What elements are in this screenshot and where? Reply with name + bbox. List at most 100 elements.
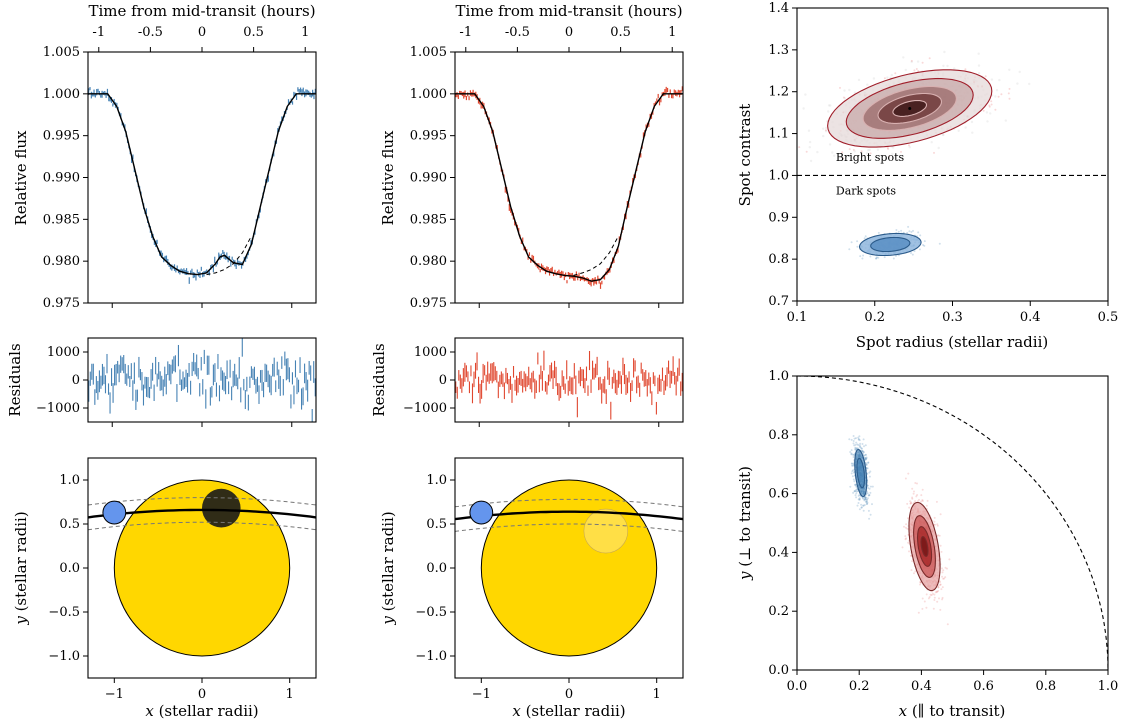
bright-position-sample bbox=[910, 501, 913, 504]
y-tick-label: −1000 bbox=[403, 401, 447, 416]
bright-position-sample bbox=[936, 600, 939, 603]
dark-sample bbox=[863, 237, 866, 240]
bright-peak bbox=[908, 106, 912, 110]
bright-position-sample bbox=[913, 490, 915, 493]
bright-position-sample bbox=[911, 496, 914, 499]
light-curve-right-ylabel: Relative flux bbox=[379, 130, 397, 226]
x-tick-label: 0.2 bbox=[849, 679, 870, 694]
y-tick-label: 0 bbox=[439, 373, 447, 388]
dark-position-sample bbox=[864, 497, 867, 500]
bright-position-sample bbox=[925, 606, 928, 609]
bright-sample-gray bbox=[971, 131, 974, 134]
y-tick-label: 1.0 bbox=[426, 473, 447, 488]
bright-position-sample bbox=[914, 500, 917, 503]
bright-position-sample bbox=[939, 583, 942, 586]
spot-position-xlabel-rest: (∥ to transit) bbox=[907, 702, 1005, 720]
spot-position-ylabel-rest: (⊥ to transit) bbox=[736, 466, 754, 572]
dark-position-sample bbox=[863, 456, 866, 459]
dark-sample bbox=[892, 257, 895, 260]
y-tick-label: 1.005 bbox=[410, 45, 447, 60]
dark-position-sample bbox=[868, 471, 871, 474]
bright-sample bbox=[990, 100, 993, 103]
bright-sample bbox=[798, 146, 801, 149]
dark-position-sample bbox=[852, 464, 855, 467]
bright-position-sample bbox=[921, 500, 924, 502]
bright-sample-gray bbox=[908, 146, 911, 149]
dark-position-sample bbox=[862, 509, 865, 512]
bright-position-sample bbox=[916, 482, 918, 485]
bright-position-sample bbox=[907, 517, 909, 520]
bright-position-sample bbox=[946, 567, 948, 570]
light-curve-right-panel: 0.975 0.980 0.985 0.990 0.995 1.000 1.005 -1 -0.… bbox=[379, 2, 684, 311]
dark-position-sample bbox=[862, 450, 864, 453]
bright-position-sample bbox=[926, 499, 929, 502]
chord-upper-edge bbox=[88, 497, 316, 506]
chord-lower-edge bbox=[88, 521, 316, 531]
bright-position-sample bbox=[905, 523, 908, 526]
bright-sample bbox=[982, 109, 985, 112]
dark-position-sample bbox=[854, 483, 856, 486]
dark-position-sample bbox=[854, 448, 856, 451]
bright-position-sample bbox=[941, 596, 944, 599]
bright-position-sample bbox=[921, 607, 924, 610]
residuals-left-panel: −1000 0 1000 Residuals bbox=[6, 337, 317, 427]
bright-sample-gray bbox=[848, 88, 851, 92]
dark-position-sample bbox=[857, 436, 860, 439]
bright-position-sample bbox=[908, 506, 911, 509]
dark-position-sample bbox=[856, 504, 859, 507]
x-tick-label: 0.4 bbox=[911, 679, 932, 694]
bright-position-sample bbox=[910, 554, 913, 557]
bright-sample bbox=[824, 129, 827, 132]
bright-position-sample bbox=[934, 523, 937, 526]
dark-position-sample bbox=[852, 453, 855, 456]
bright-sample-gray bbox=[942, 133, 945, 137]
bright-position-sample bbox=[911, 560, 914, 563]
dark-sample bbox=[875, 257, 878, 260]
star-left-ylabel-rest: (stellar radii) bbox=[12, 511, 30, 616]
dark-position-sample bbox=[855, 490, 858, 493]
bright-position-sample bbox=[921, 499, 924, 501]
bright-sample-gray bbox=[802, 107, 805, 110]
dark-position-sample bbox=[864, 453, 867, 456]
bright-sample-gray bbox=[808, 146, 811, 149]
dark-position-sample bbox=[864, 496, 867, 499]
bright-position-sample bbox=[904, 526, 907, 529]
bright-sample-gray bbox=[1004, 119, 1007, 122]
y-tick-label: −1.0 bbox=[415, 649, 447, 664]
dark-position-sample bbox=[855, 447, 858, 450]
dark-position-sample bbox=[858, 444, 861, 447]
x-tick-label: 0 bbox=[198, 687, 206, 702]
y-tick-label: 0.980 bbox=[410, 254, 447, 269]
y-tick-label: 1.2 bbox=[768, 85, 789, 100]
dark-position-sample bbox=[849, 451, 852, 453]
dark-position-sample bbox=[863, 445, 865, 448]
bright-sample-gray bbox=[990, 78, 994, 81]
bright-position-sample bbox=[941, 586, 944, 589]
bright-position-sample bbox=[909, 502, 912, 505]
x-tick-label: 0 bbox=[565, 687, 573, 702]
bright-position-sample bbox=[919, 583, 921, 586]
bright-sample-gray bbox=[937, 146, 940, 150]
dark-position-sample bbox=[865, 499, 868, 501]
x-tick-label: −1 bbox=[105, 687, 124, 702]
dark-position-sample bbox=[864, 454, 867, 456]
dark-position-sample bbox=[854, 490, 857, 493]
dark-position-sample bbox=[866, 500, 868, 503]
y-tick-label: −0.5 bbox=[415, 605, 447, 620]
dark-position-sample bbox=[865, 457, 868, 460]
bright-position-sample bbox=[911, 487, 914, 490]
y-tick-label: 1.005 bbox=[43, 45, 80, 60]
dark-sample bbox=[917, 231, 920, 234]
dark-position-sample bbox=[871, 485, 874, 488]
dark-position-sample bbox=[850, 472, 853, 475]
bright-sample bbox=[848, 148, 851, 151]
dark-position-sample bbox=[853, 471, 855, 474]
dark-position-sample bbox=[866, 497, 869, 500]
dark-sample bbox=[883, 256, 886, 259]
y-tick-label: 1.000 bbox=[410, 87, 447, 102]
dark-sample bbox=[877, 256, 880, 259]
dark-position-sample bbox=[852, 440, 855, 442]
dark-position-sample bbox=[860, 447, 863, 450]
bright-position-sample bbox=[927, 597, 930, 600]
bright-sample bbox=[869, 152, 872, 155]
